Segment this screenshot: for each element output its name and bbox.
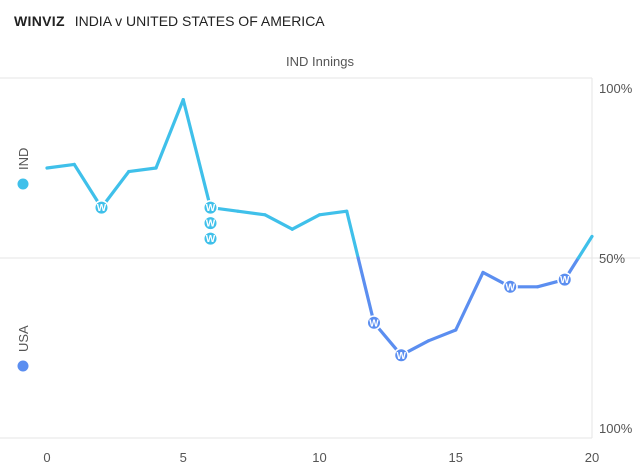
chart-title: IND Innings: [286, 54, 354, 69]
y-label-bottom: 100%: [599, 421, 633, 436]
wicket-marker: W: [202, 231, 219, 247]
wicket-label: W: [506, 282, 516, 293]
x-tick-label: 10: [312, 450, 326, 465]
series-segment: [45, 162, 76, 170]
series-segment: [356, 256, 376, 325]
team-legend: IND USA: [16, 148, 31, 372]
series-segment: [127, 166, 158, 174]
series-segment: [345, 209, 360, 260]
wicket-label: W: [397, 351, 407, 362]
team-ind-dot: [17, 178, 29, 190]
wicket-marker: W: [366, 315, 382, 331]
series-segment: [154, 97, 185, 170]
y-label-middle: 50%: [599, 251, 625, 266]
team-ind-label: IND: [16, 148, 31, 170]
x-axis-ticks: 0 5 10 15 20: [43, 450, 599, 465]
wicket-marker: W: [202, 215, 219, 231]
series-segment: [181, 97, 213, 210]
series-line: [45, 97, 594, 357]
wicket-label: W: [206, 203, 216, 214]
wicket-circle: [557, 272, 573, 288]
wicket-marker: W: [93, 200, 110, 216]
brand-logo: WINVIZ: [14, 13, 65, 29]
y-label-top: 100%: [599, 81, 633, 96]
match-title: INDIA v UNITED STATES OF AMERICA: [74, 13, 325, 29]
wicket-label: W: [369, 318, 379, 329]
wicket-circle: [393, 347, 409, 363]
series-segment: [72, 162, 104, 210]
wicket-label: W: [560, 275, 570, 286]
wicket-circle: [202, 231, 219, 247]
wicket-marker: W: [393, 347, 409, 363]
series-segment: [317, 209, 349, 217]
wicket-label: W: [97, 203, 107, 214]
wicket-label: W: [206, 234, 216, 245]
team-usa-dot: [17, 360, 29, 372]
wicket-circle: [502, 279, 518, 295]
wicket-marker: W: [502, 279, 518, 295]
wicket-circle: [366, 315, 382, 331]
wicket-circle: [93, 200, 110, 216]
series-segment: [576, 234, 594, 260]
wicket-circle: [202, 215, 219, 231]
series-segment: [236, 209, 267, 217]
x-tick-label: 15: [449, 450, 463, 465]
series-segment: [290, 213, 322, 231]
axis-labels: 100% 50% 100%: [599, 81, 633, 436]
wicket-marker: W: [557, 272, 573, 288]
grid: [0, 77, 640, 439]
wicket-label: W: [206, 219, 216, 230]
series-segment: [426, 328, 458, 343]
series-segment: [454, 270, 485, 332]
x-tick-label: 0: [43, 450, 50, 465]
series-segment: [263, 213, 294, 231]
match-header: WINVIZ INDIA v UNITED STATES OF AMERICA: [14, 13, 325, 29]
x-tick-label: 20: [585, 450, 599, 465]
team-usa-label: USA: [16, 325, 31, 352]
x-tick-label: 5: [180, 450, 187, 465]
wicket-marker: W: [202, 200, 219, 216]
wicket-circle: [202, 200, 219, 216]
